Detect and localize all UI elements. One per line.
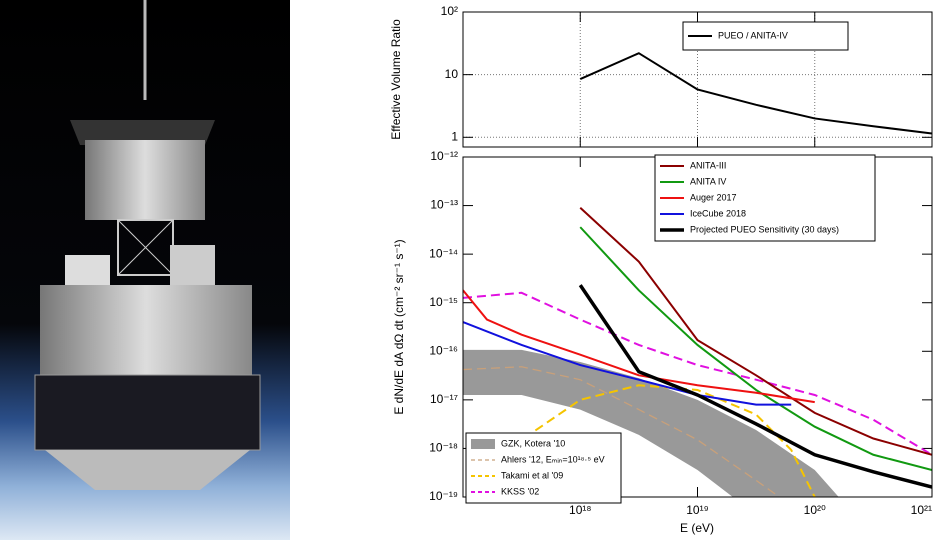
legend-label: GZK, Kotera '10 bbox=[501, 438, 565, 448]
payload-illustration bbox=[0, 0, 290, 540]
x-axis-label: E (eV) bbox=[680, 521, 714, 535]
y-tick-label: 10² bbox=[441, 4, 458, 18]
x-tick-label: 10²⁰ bbox=[804, 503, 826, 517]
chart: 10⁻¹⁹ 10⁻¹⁸ 10⁻¹⁷ 10⁻¹⁶ 10⁻¹⁵ 10⁻¹⁴ 10⁻¹³ 10⁻¹²… bbox=[392, 149, 932, 535]
antenna-ring-main bbox=[40, 285, 252, 375]
legend: PUEO / ANITA-IV bbox=[683, 22, 848, 50]
y-tick-label: 10⁻¹⁷ bbox=[430, 392, 458, 406]
figure: 1 10 10² Effective Volume Ratio PUEO / ANITA… bbox=[0, 0, 933, 540]
legend-label: KKSS '02 bbox=[501, 486, 539, 496]
electronics-box bbox=[170, 245, 215, 285]
y-tick-label: 10⁻¹⁸ bbox=[429, 441, 458, 455]
y-tick-label: 10 bbox=[445, 67, 459, 81]
x-tick-label: 10¹⁹ bbox=[686, 503, 708, 517]
legend-label: Projected PUEO Sensitivity (30 days) bbox=[690, 224, 839, 234]
chart: 1 10 10² Effective Volume Ratio PUEO / ANITA… bbox=[389, 4, 932, 147]
legend: ANITA-III ANITA IV Auger 2017 IceCube 2018 P… bbox=[655, 155, 875, 241]
legend-swatch bbox=[471, 439, 495, 449]
x-tick-label: 10¹⁸ bbox=[569, 503, 591, 517]
legend-label: ANITA IV bbox=[690, 176, 726, 186]
x-tick-label: 10²¹ bbox=[911, 503, 932, 517]
legend: GZK, Kotera '10 Ahlers '12, Eₘᵢₙ=10¹⁸·⁵ e… bbox=[466, 433, 621, 503]
legend-label: PUEO / ANITA-IV bbox=[718, 30, 788, 40]
legend-label: Takami et al '09 bbox=[501, 470, 563, 480]
solar-panels-bottom bbox=[35, 375, 260, 450]
antenna-ring-top bbox=[85, 140, 205, 220]
y-tick-label: 10⁻¹⁹ bbox=[429, 489, 458, 503]
plot-area bbox=[580, 53, 932, 133]
legend-label: IceCube 2018 bbox=[690, 208, 746, 218]
y-tick-label: 10⁻¹³ bbox=[430, 198, 458, 212]
electronics-box bbox=[65, 255, 110, 285]
y-tick-label: 10⁻¹⁴ bbox=[429, 246, 458, 260]
y-tick-label: 1 bbox=[451, 129, 458, 143]
legend-label: Auger 2017 bbox=[690, 192, 737, 202]
y-tick-label: 10⁻¹² bbox=[430, 149, 458, 163]
y-axis-label: Effective Volume Ratio bbox=[389, 19, 403, 140]
legend-label: Ahlers '12, Eₘᵢₙ=10¹⁸·⁵ eV bbox=[501, 454, 605, 464]
y-axis-label: E dN/dE dA dΩ dt (cm⁻² sr⁻¹ s⁻¹) bbox=[392, 239, 406, 414]
y-tick-label: 10⁻¹⁶ bbox=[429, 343, 458, 357]
legend-label: ANITA-III bbox=[690, 160, 726, 170]
y-tick-label: 10⁻¹⁵ bbox=[429, 295, 458, 309]
series-line bbox=[580, 53, 932, 133]
